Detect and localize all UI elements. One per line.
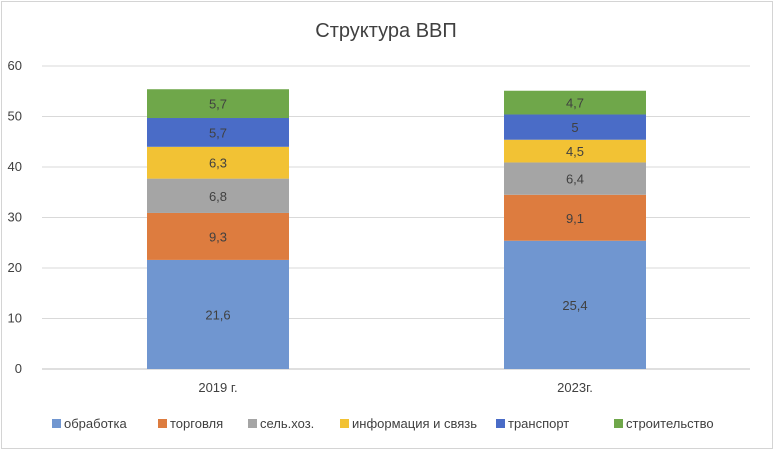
y-tick-label: 0: [15, 361, 22, 376]
data-label: 21,6: [205, 307, 230, 322]
data-label: 5: [571, 120, 578, 135]
y-tick-label: 60: [8, 58, 22, 73]
bar-segment: [504, 139, 646, 163]
legend-swatch: [248, 419, 257, 428]
legend-label: строительство: [626, 416, 714, 431]
data-label: 4,7: [566, 96, 584, 111]
y-tick-label: 40: [8, 159, 22, 174]
legend-swatch: [496, 419, 505, 428]
legend-label: транспорт: [508, 416, 569, 431]
bar-segment: [504, 90, 646, 115]
data-label: 6,3: [209, 156, 227, 171]
legend-label: обработка: [64, 416, 127, 431]
legend-swatch: [52, 419, 61, 428]
data-label: 6,4: [566, 172, 584, 187]
bar-segment: [147, 89, 289, 119]
y-tick-label: 30: [8, 210, 22, 225]
data-label: 6,8: [209, 189, 227, 204]
legend-swatch: [158, 419, 167, 428]
y-tick-label: 20: [8, 260, 22, 275]
legend-label: сель.хоз.: [260, 416, 314, 431]
data-label: 9,3: [209, 229, 227, 244]
bar-segment: [147, 146, 289, 179]
data-label: 5,7: [209, 125, 227, 140]
y-tick-label: 10: [8, 311, 22, 326]
data-label: 25,4: [562, 298, 587, 313]
bar-segment: [504, 114, 646, 140]
bar-segment: [147, 118, 289, 147]
chart-title: Структура ВВП: [315, 20, 457, 42]
legend-label: информация и связь: [352, 416, 477, 431]
data-label: 9,1: [566, 211, 584, 226]
bar-segment: [504, 194, 646, 241]
data-labels: 21,6 9,3 6,8 6,3 5,7 5,7 25,4 9,1 6,4 4,5 5 4,7: [205, 96, 587, 323]
bar-segment: [504, 240, 646, 369]
y-tick-label: 50: [8, 109, 22, 124]
bar-segment: [147, 212, 289, 260]
y-axis-ticks: 0 10 20 30 40 50 60: [8, 58, 22, 376]
legend: обработка торговля сель.хоз. информация и с…: [52, 416, 714, 431]
x-axis-categories: 2019 г. 2023г.: [198, 380, 593, 395]
data-label: 4,5: [566, 144, 584, 159]
legend-swatch: [614, 419, 623, 428]
x-category-label: 2023г.: [557, 380, 593, 395]
legend-swatch: [340, 419, 349, 428]
legend-label: торговля: [170, 416, 223, 431]
x-category-label: 2019 г.: [198, 380, 237, 395]
bars: [147, 89, 646, 369]
bar-segment: [147, 259, 289, 369]
bar-segment: [147, 178, 289, 213]
data-label: 5,7: [209, 97, 227, 112]
bar-segment: [504, 162, 646, 195]
